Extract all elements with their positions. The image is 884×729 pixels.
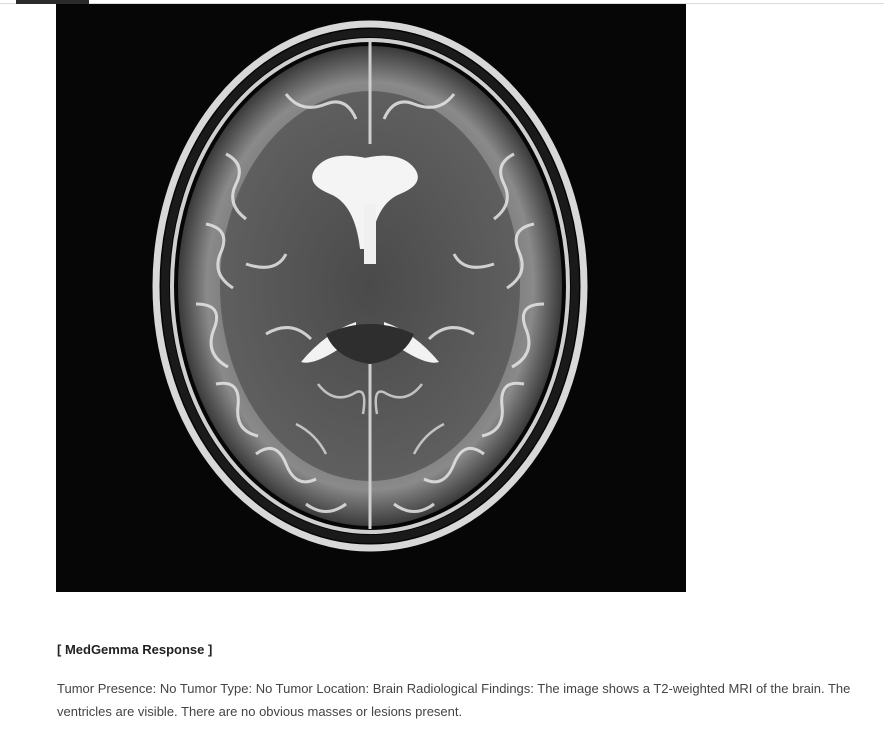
brain-mri-image bbox=[56, 4, 686, 592]
active-tab-indicator[interactable] bbox=[16, 0, 89, 4]
top-divider bbox=[0, 3, 884, 4]
response-body-text: Tumor Presence: No Tumor Type: No Tumor … bbox=[57, 681, 851, 719]
response-heading: [ MedGemma Response ] bbox=[57, 642, 213, 657]
